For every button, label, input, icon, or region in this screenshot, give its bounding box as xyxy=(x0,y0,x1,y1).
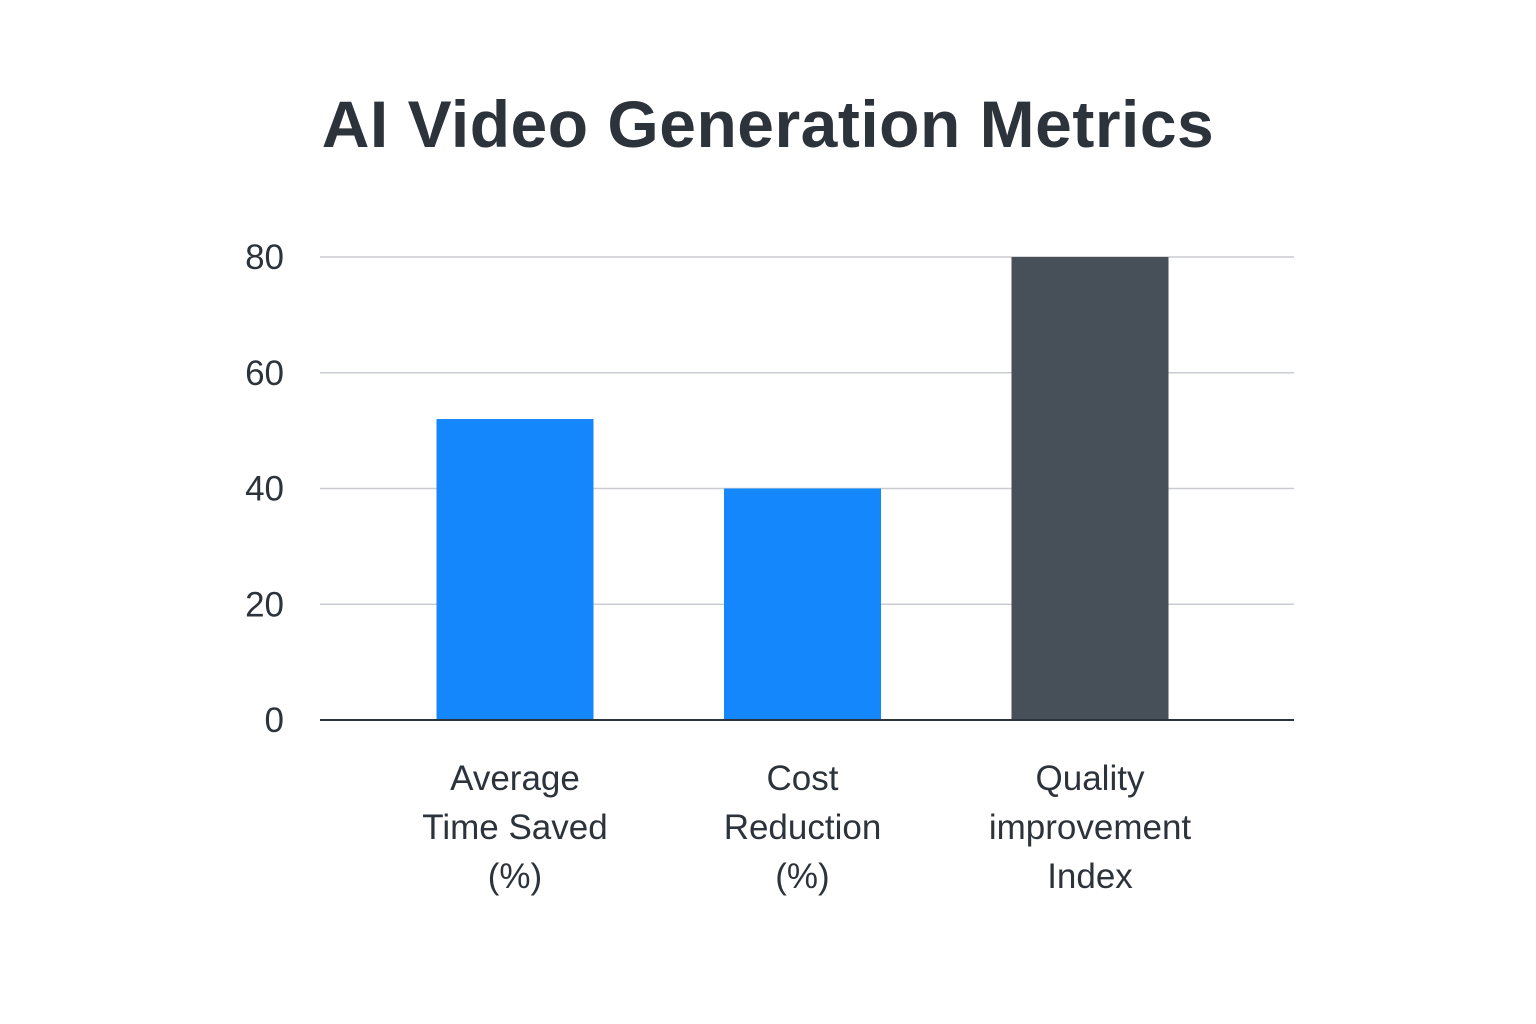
y-tick-label: 40 xyxy=(245,470,284,509)
x-category-label-line: Quality xyxy=(1036,759,1145,798)
chart-title: AI Video Generation Metrics xyxy=(321,87,1215,161)
x-category-label-line: (%) xyxy=(488,857,542,896)
y-tick-label: 80 xyxy=(245,238,284,277)
x-category-label-line: Average xyxy=(450,759,580,798)
x-category-label-line: improvement xyxy=(989,808,1192,847)
x-category-label-line: (%) xyxy=(775,857,829,896)
x-category-label: Cost Reduction (%) xyxy=(724,759,882,896)
y-tick-label: 0 xyxy=(265,701,284,740)
bar-3 xyxy=(1011,257,1169,720)
x-category-label-line: Index xyxy=(1047,857,1133,896)
x-category-label-line: Cost xyxy=(767,759,839,798)
y-tick-label: 20 xyxy=(245,585,284,624)
y-tick-label: 60 xyxy=(245,354,284,393)
x-category-label: Average Time Saved (%) xyxy=(422,759,607,896)
x-category-label-line: Time Saved xyxy=(422,808,607,847)
bars xyxy=(436,257,1169,720)
bar-2 xyxy=(724,488,881,720)
bar-1 xyxy=(436,419,594,720)
x-category-label-line: Reduction xyxy=(724,808,882,847)
y-axis-ticks: 0 20 40 60 80 xyxy=(245,238,284,740)
x-axis-labels: Average Time Saved (%) Cost Reduction (%) Qual… xyxy=(422,759,1191,896)
x-category-label: Quality improvement Index xyxy=(989,759,1192,896)
